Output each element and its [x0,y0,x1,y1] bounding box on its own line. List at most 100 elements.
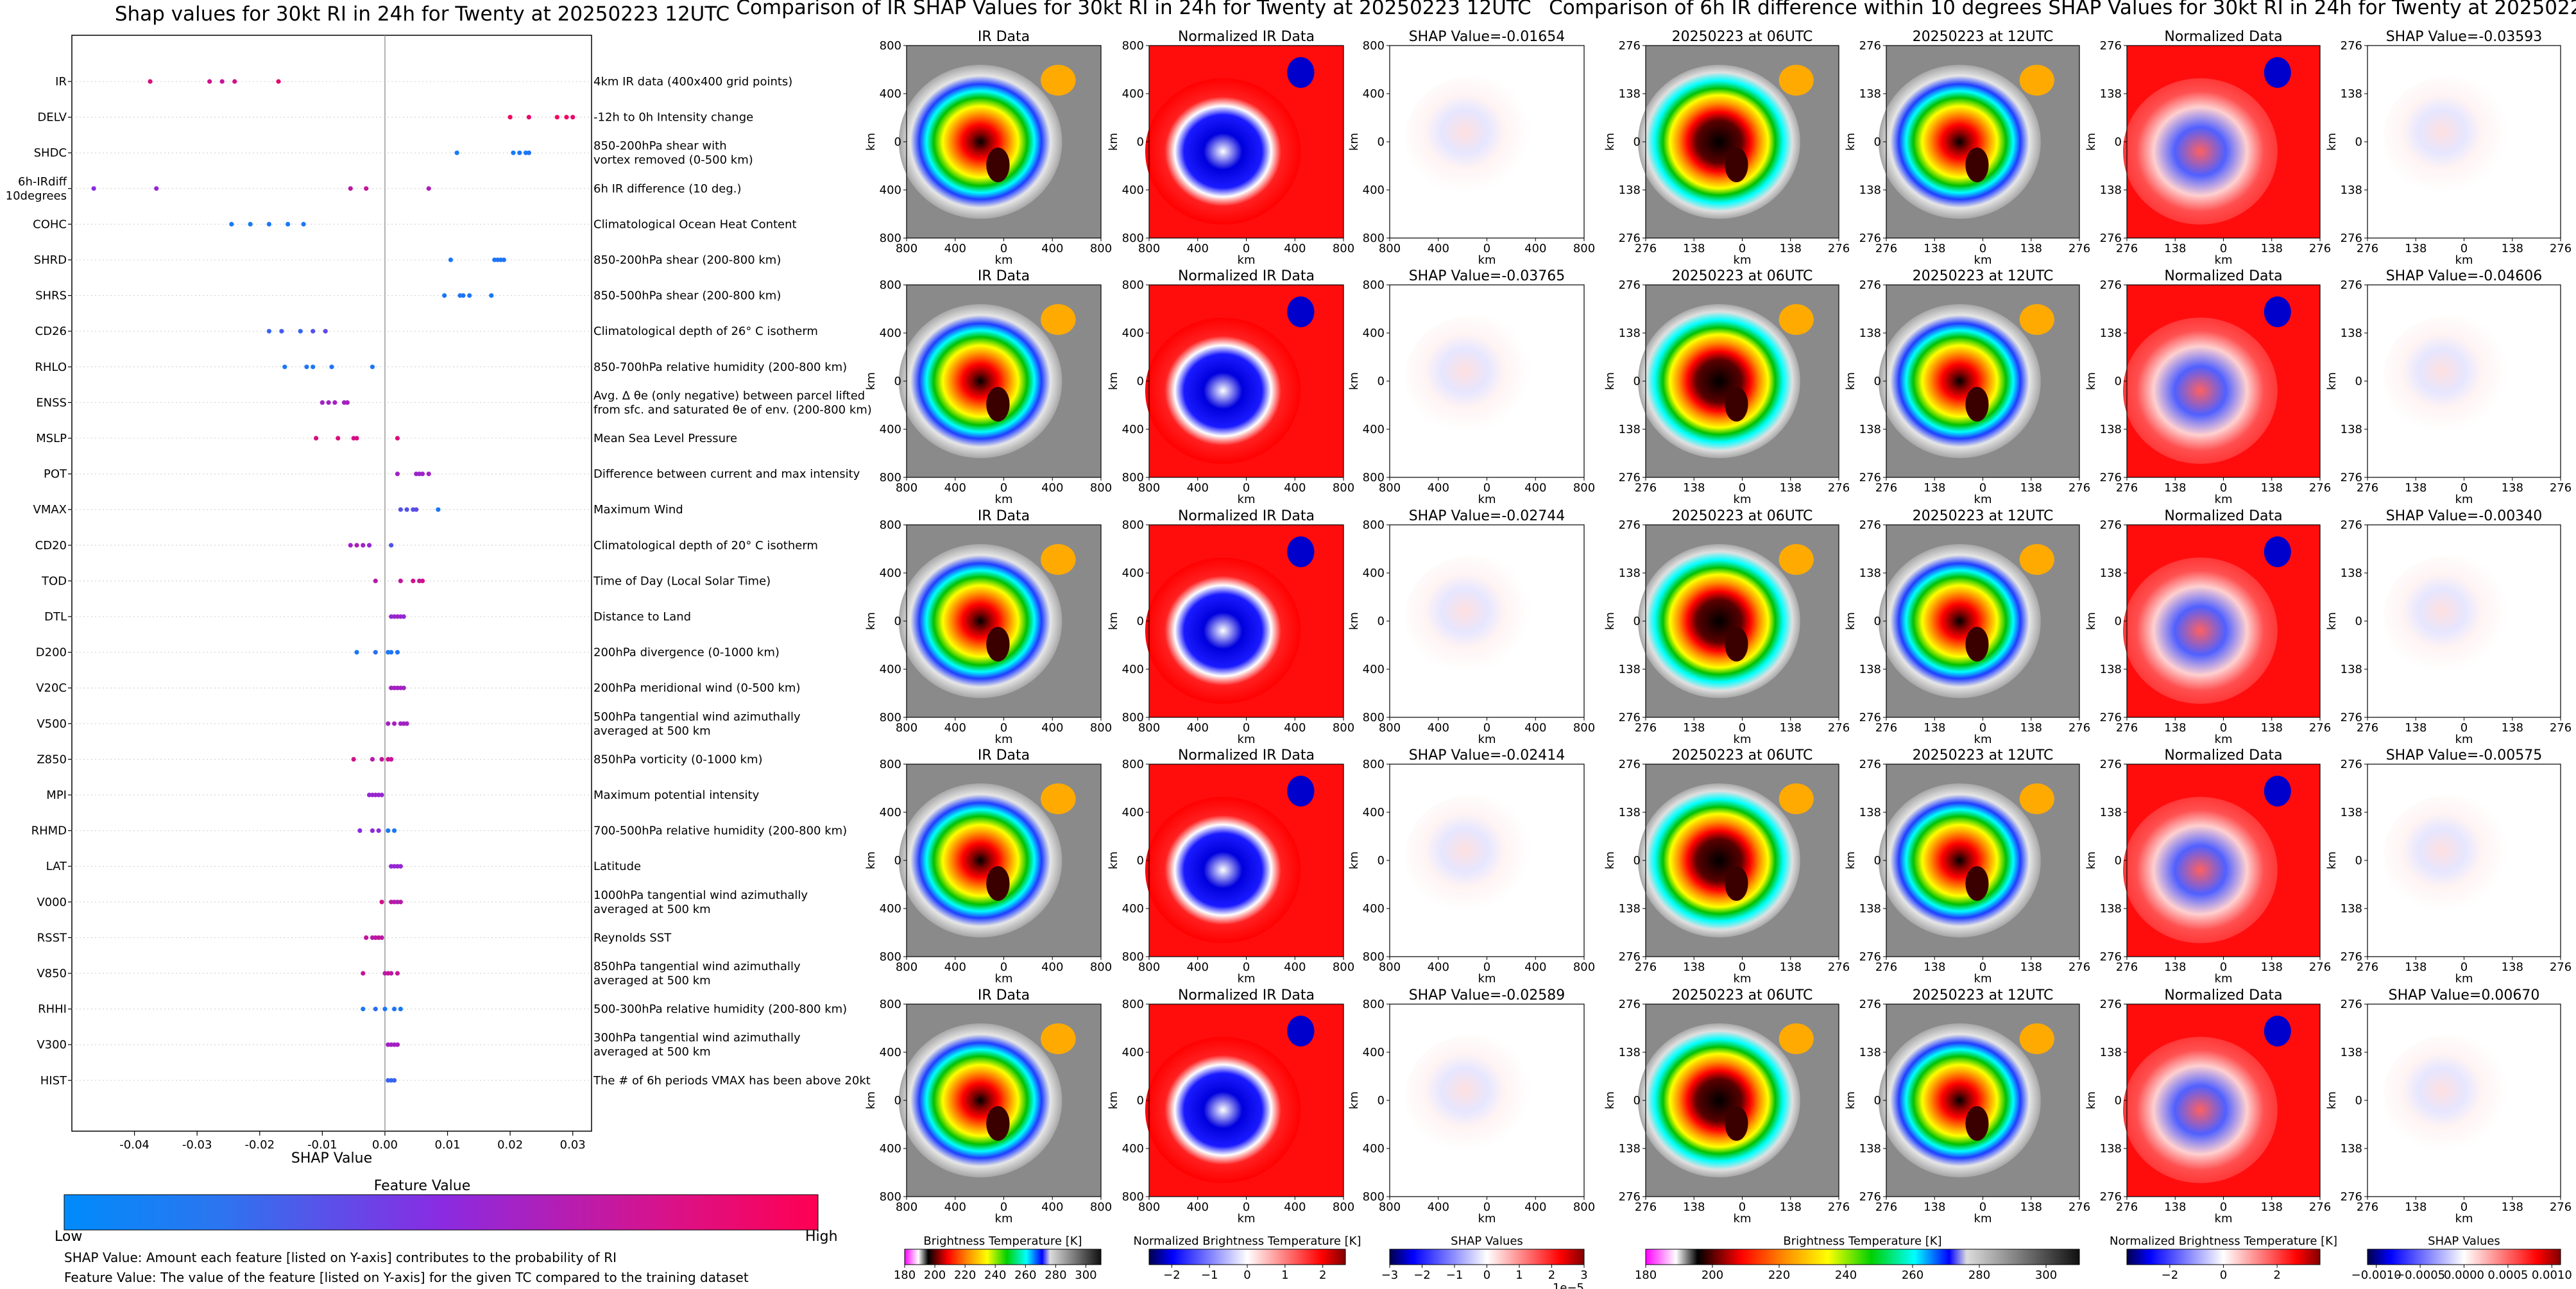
secondary-cloud [1778,783,1814,814]
y-tick-label: 400 [1122,1142,1144,1156]
shap-point [332,400,337,405]
colorbar-high-label: High [805,1229,838,1245]
x-tick-label: 138 [2164,242,2186,255]
y-tick-label: 0 [2355,375,2362,388]
x-tick-label: 800 [1138,481,1160,495]
x-tick-label: 138 [2405,1200,2427,1214]
colorbar-tick-label: 0 [1483,1268,1490,1282]
x-tick-label: 138 [1923,481,1945,495]
y-tick-label: 276 [1859,39,1881,53]
y-tick-label: 400 [1363,184,1385,197]
y-tick-label: 800 [1363,950,1385,964]
ir-06utc-panel: 20250223 at 06UTC27627613813800138138276… [1603,29,1850,267]
x-axis-label: km [1478,733,1496,746]
shap-point [404,507,409,512]
x-tick-label: 800 [1090,721,1112,735]
x-tick-label: 138 [1780,721,1802,735]
normalized-diff-panel: Normalized Data2762761381380013813827627… [2085,29,2331,267]
x-tick-label: 276 [2309,960,2331,974]
y-tick-label: 400 [1363,1046,1385,1059]
x-tick-label: 800 [1090,1200,1112,1214]
shap-point [398,578,403,584]
x-tick-label: 138 [2020,1200,2042,1214]
storm-cloud [1145,797,1301,943]
colorbar: Normalized Brightness Temperature [K] −2 −… [1134,1234,1361,1282]
x-tick-label: 400 [1187,721,1209,735]
secondary-cloud [2019,783,2054,814]
shap-point [395,436,400,441]
storm-cloud [2122,318,2278,464]
y-tick-label: 276 [2341,471,2362,484]
y-tick-label: 0 [1137,615,1144,628]
shap-panel: SHAP Value=-0.03765800800400400004004008… [1347,268,1595,506]
colorbar: SHAP Values −3 −2 −1 0 1 2 31e−5 [1381,1234,1588,1289]
shap-point [454,150,459,155]
shap-point [395,1042,400,1047]
x-axis-label: km [1734,493,1752,506]
y-tick-label: 0 [894,375,901,388]
x-tick-label: 138 [1683,1200,1705,1214]
shap-point [314,436,319,441]
colorbar-tick-label: −0.0005 [2395,1268,2445,1282]
x-tick-label: 400 [1041,481,1063,495]
shap-point [404,721,409,726]
x-tick-label: 400 [944,1200,966,1214]
feature-name: TOD [41,574,67,588]
x-tick-label: 276 [2550,242,2572,255]
x-tick-label: 276 [2068,960,2090,974]
y-tick-label: 0 [1137,135,1144,149]
y-axis-label: km [2085,372,2098,390]
feature-row: 6h-IRdiff 10degrees 6h IR difference (10 d… [6,175,742,203]
storm-core [986,1106,1010,1141]
y-axis-label: km [1844,133,1857,151]
colorbar: Normalized Brightness Temperature [K] −2 0… [2110,1234,2337,1282]
y-tick-label: 400 [1363,1142,1385,1156]
normalized-diff-panel: Normalized Data2762761381380013813827627… [2085,987,2331,1225]
panel-title: SHAP Value=-0.04606 [2386,268,2543,284]
feature-name: CD20 [35,539,67,552]
y-tick-label: 800 [1122,39,1144,53]
y-tick-label: 138 [1859,87,1881,101]
ir-06utc-panel: 20250223 at 06UTC27627613813800138138276… [1603,268,1850,506]
y-tick-label: 276 [1859,950,1881,964]
shap-point [391,1078,397,1083]
x-tick-label: 400 [1187,242,1209,255]
x-tick-label: 276 [2357,242,2378,255]
y-axis-label: km [1603,612,1617,630]
y-tick-label: 138 [1859,1046,1881,1059]
y-tick-label: 276 [1859,1190,1881,1204]
secondary-cloud [1778,544,1814,575]
storm-cloud [1878,783,2041,937]
x-axis-label: km [1478,493,1496,506]
x-tick-label: 276 [1875,1200,1897,1214]
y-tick-label: 276 [1619,232,1641,245]
y-tick-label: 138 [2100,806,2122,819]
colorbar-tick-label: −2 [2162,1268,2179,1282]
panel-title: SHAP Value=-0.01654 [1409,29,1565,45]
colorbar-low-label: Low [55,1229,82,1245]
colorbar-offset: 1e−5 [1553,1281,1584,1289]
x-tick-label: 800 [1379,1200,1401,1214]
y-tick-label: 138 [2100,902,2122,916]
x-tick-label: 138 [2405,481,2427,495]
shap-point [301,221,306,226]
x-tick-label: 800 [1090,960,1112,974]
x-axis-label: km [1238,493,1256,506]
x-tick-label: 138 [2502,721,2523,735]
plot-frame [71,35,592,1132]
ir-06utc-panel: 20250223 at 06UTC27627613813800138138276… [1603,987,1850,1225]
x-tick-label: 0 [1739,481,1746,495]
storm-cloud [1145,1037,1301,1183]
x-tick-label: 800 [1573,960,1595,974]
x-tick-label: 0 [1243,960,1250,974]
storm-core [1725,866,1748,901]
shap-field [1405,556,1538,679]
y-tick-label: 276 [1859,998,1881,1011]
shap-point [279,329,284,334]
shap-point [229,221,234,226]
x-tick-label: 0 [2220,242,2227,255]
y-axis-label: km [1603,1091,1617,1109]
storm-core [1725,1106,1748,1141]
x-axis-label: km [2455,493,2473,506]
secondary-cloud [1287,1016,1315,1046]
